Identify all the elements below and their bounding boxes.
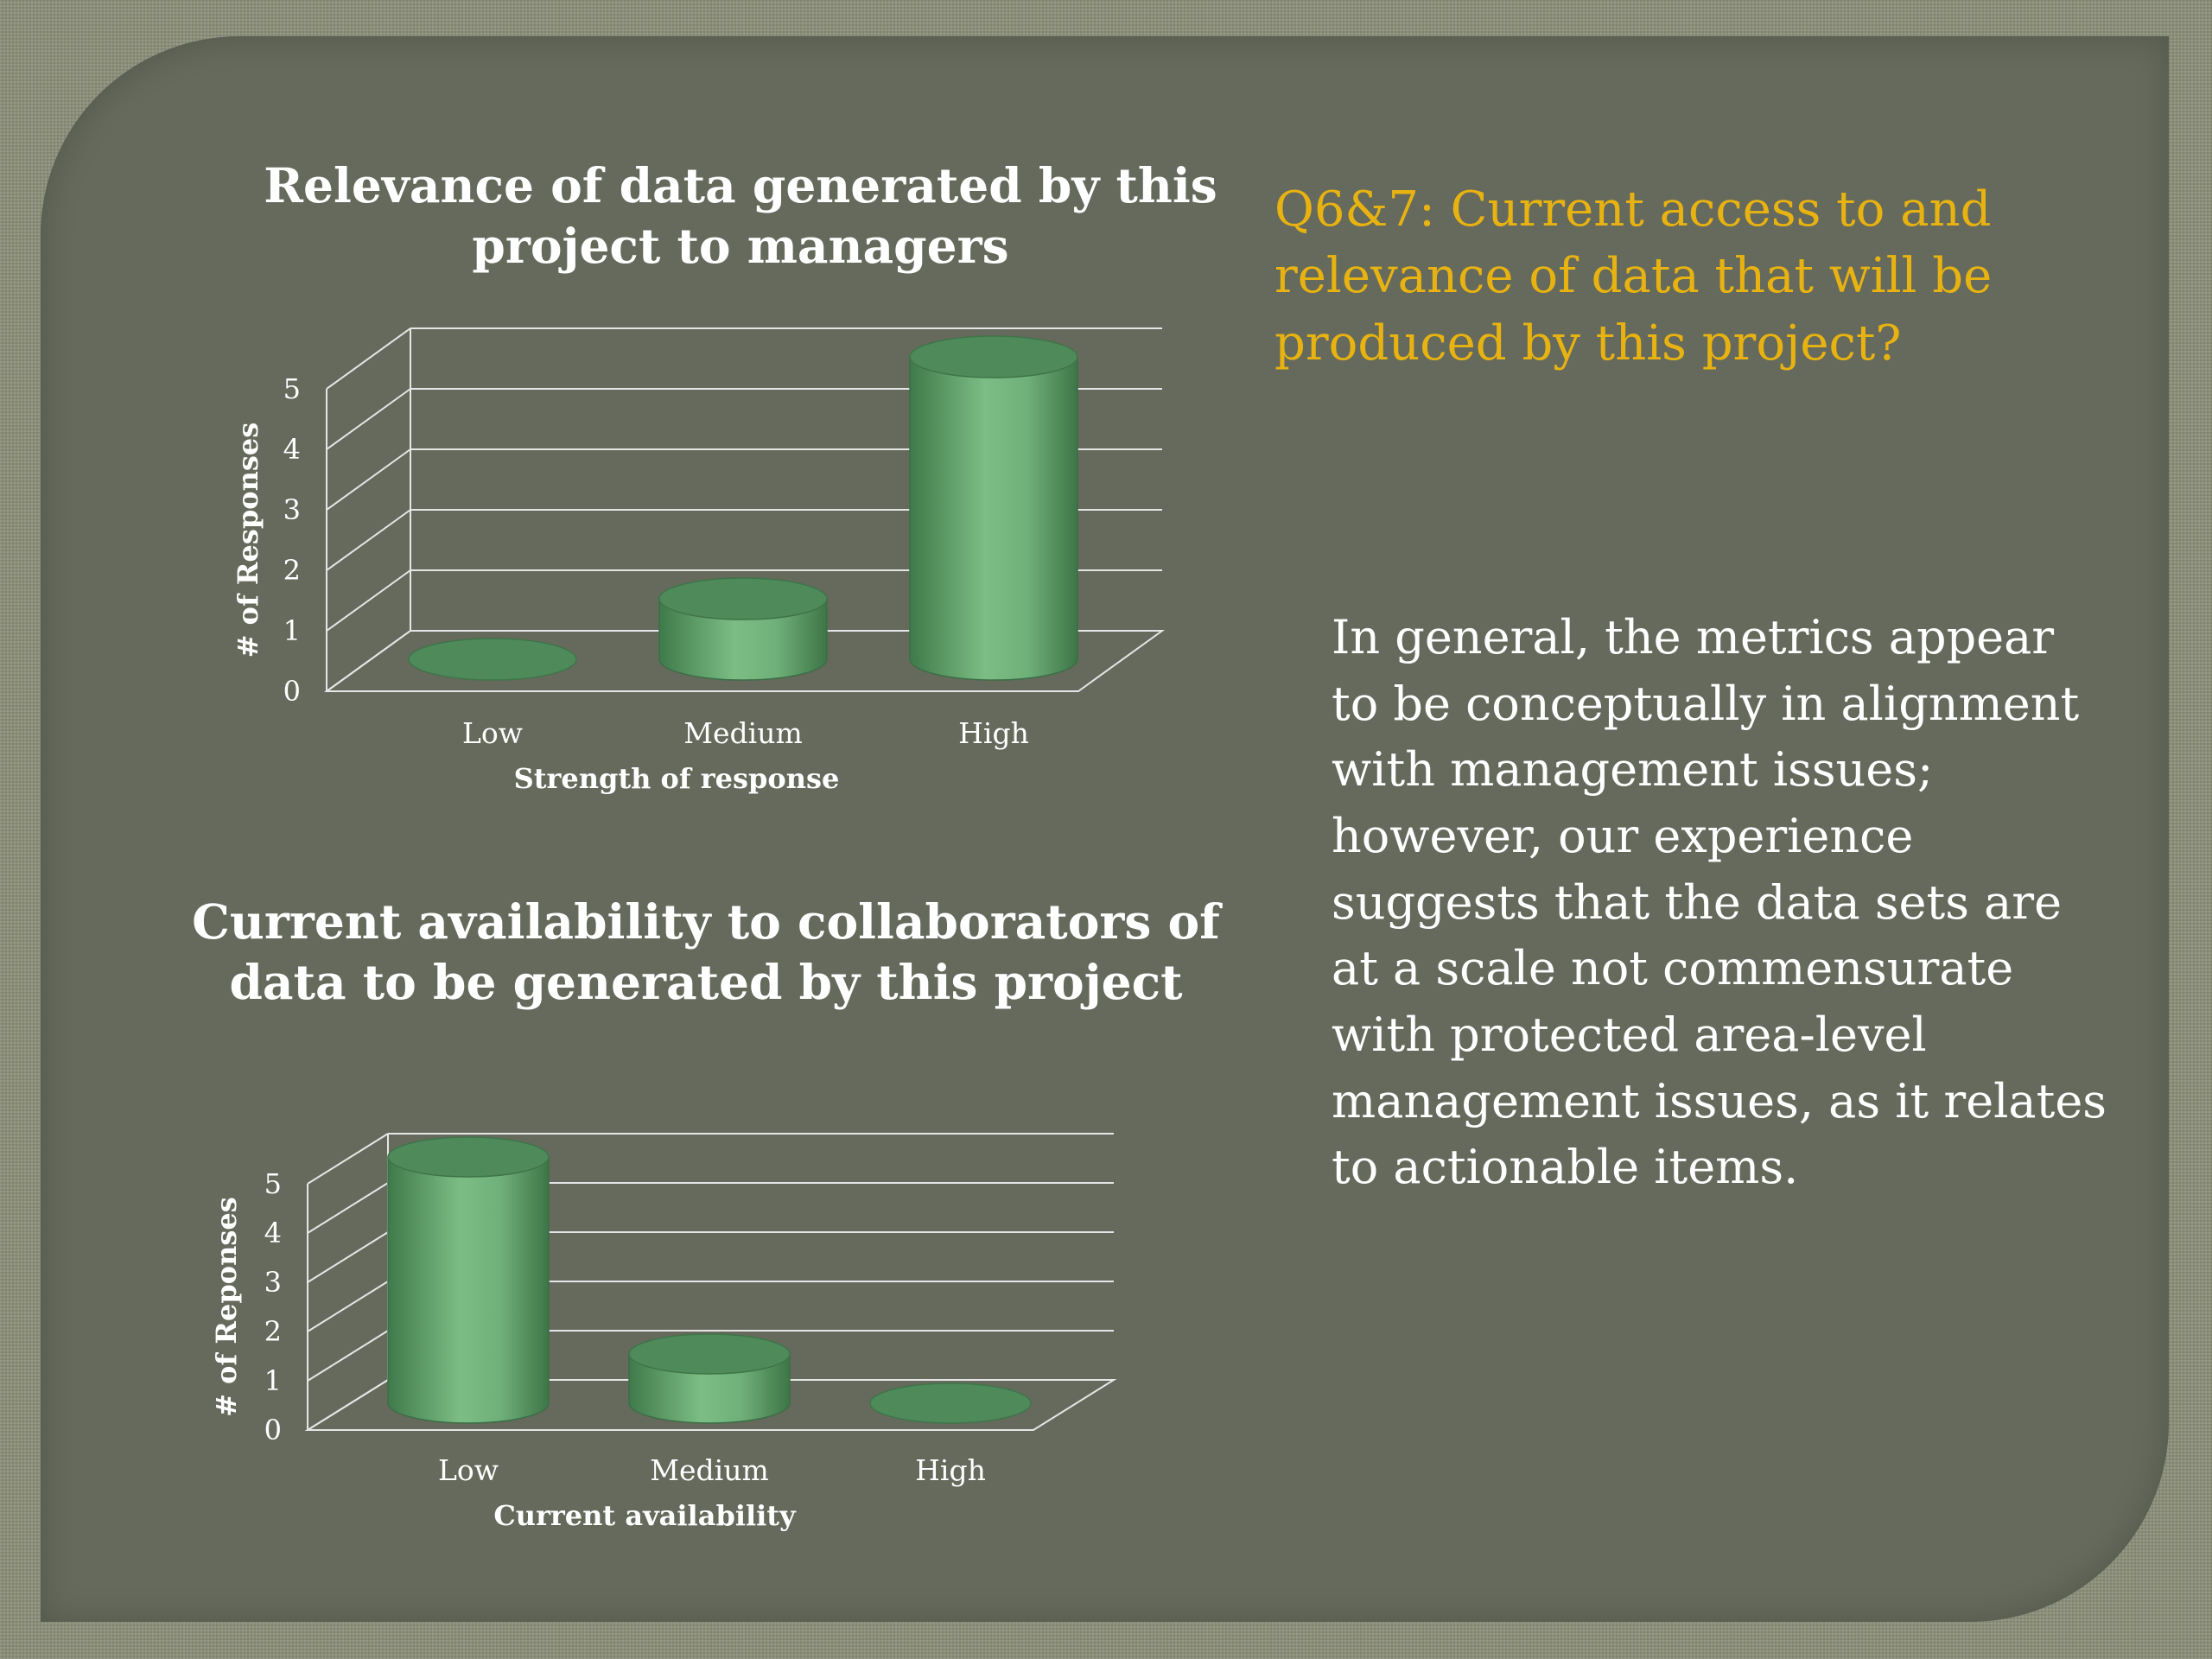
y-tick-label: 4: [264, 1217, 282, 1249]
slide-question: Q6&7: Current access to and relevance of…: [1274, 181, 1993, 372]
y-tick-label: 0: [264, 1414, 282, 1446]
y-tick-label: 0: [283, 675, 301, 708]
x-tick-label: High: [958, 716, 1029, 750]
y-tick-label: 1: [264, 1364, 282, 1397]
gridline-side: [326, 327, 411, 390]
gridline-side: [307, 1182, 389, 1234]
chart-title-relevance: Relevance of data generated by this proj…: [264, 157, 1217, 274]
y-tick-label: 2: [264, 1315, 282, 1348]
y-tick-label: 4: [283, 433, 301, 466]
gridline-side: [307, 1281, 389, 1332]
x-tick-label: High: [915, 1453, 986, 1487]
gridline-side: [326, 388, 411, 450]
x-tick-label: Low: [462, 716, 523, 750]
gridline-side: [326, 509, 411, 571]
y-tick-label: 1: [283, 614, 301, 647]
chart-availability: 0 1 2 3 4 5 Low Medium High Current availability #…: [210, 1133, 1117, 1532]
bar-low: [408, 638, 577, 681]
y-axis-title: # of Reponses: [210, 1197, 243, 1417]
gridline-side: [307, 1379, 389, 1431]
y-tick-label: 5: [283, 372, 301, 405]
x-axis-title: Current availability: [493, 1499, 797, 1532]
x-tick-label: Medium: [650, 1453, 769, 1487]
bar-high: [909, 335, 1078, 681]
y-tick-label: 2: [283, 554, 301, 587]
x-axis-title: Strength of response: [514, 762, 840, 795]
x-tick-label: Low: [438, 1453, 499, 1487]
y-tick-label: 5: [264, 1167, 282, 1200]
gridline-side: [307, 1231, 389, 1283]
bar-medium: [658, 577, 828, 681]
bar-medium: [628, 1333, 791, 1424]
bar-low: [387, 1136, 550, 1424]
bar-high: [869, 1382, 1032, 1424]
gridline-side: [307, 1330, 389, 1382]
chart-relevance: 0 1 2 3 4 5 Low Medium High Strength of response #…: [232, 327, 1166, 795]
gridline-side: [326, 448, 411, 511]
slide-body-text: In general, the metrics appear to be con…: [1332, 610, 2107, 1195]
x-tick-label: Medium: [683, 716, 803, 750]
gridline-side: [307, 1133, 389, 1185]
gridline-side: [326, 569, 411, 632]
y-tick-label: 3: [283, 493, 301, 526]
chart-title-availability: Current availability to collaborators of…: [192, 893, 1220, 1010]
y-axis-title: # of Responses: [232, 423, 264, 658]
y-tick-label: 3: [264, 1266, 282, 1299]
gridline-side: [326, 630, 411, 692]
